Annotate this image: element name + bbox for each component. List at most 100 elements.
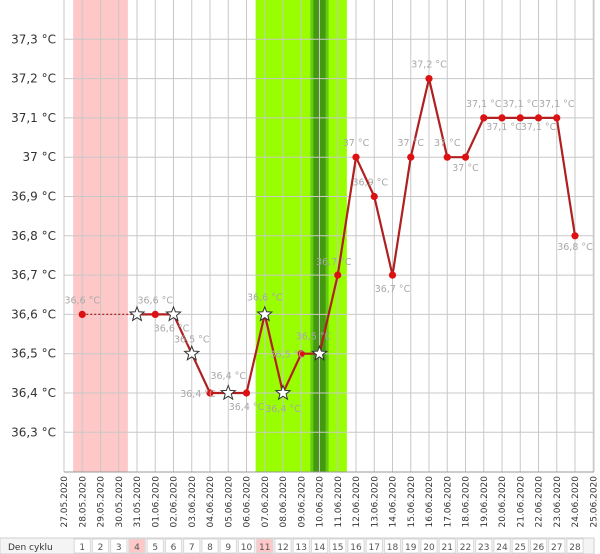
cycle-day-number: 4 [134,543,140,553]
temperature-star-marker [128,305,146,322]
cycle-day-number: 25 [515,543,526,553]
cycle-day-number: 3 [116,543,122,553]
temperature-data-label: 37 °C [343,138,370,149]
cycle-day-number: 9 [225,543,231,553]
temperature-data-label: 36,7 °C [375,284,411,295]
cycle-day-row: Den cyklu 1 2 3 4 5 6 7 8 9 10 11 12 13 14 15 16 17 18 19 20… [0,537,595,554]
temperature-data-label: 36,4 °C [229,402,265,413]
cycle-day-number: 17 [369,543,380,553]
cycle-day-cell [548,538,566,554]
temperature-data-label: 37 °C [452,163,479,174]
x-tick-label: 11.06.2020 [334,476,344,528]
x-tick-label: 21.06.2020 [516,476,526,528]
x-axis-date-labels: 27.05.2020 28.05.2020 29.05.2020 30.05.2020… [60,476,599,528]
x-tick-label: 01.06.2020 [151,476,161,528]
cycle-day-cell [529,538,548,554]
y-axis-labels: 36,3 °C 36,4 °C 36,5 °C 36,6 °C 36,7 °C 36,8 … [11,32,56,439]
temperature-dot [553,114,561,122]
temperature-data-label: 36,5 °C [174,335,210,346]
cycle-day-cell [128,538,146,554]
temperature-dot [443,153,451,161]
y-tick-label: 37,2 °C [11,72,56,86]
y-tick-label: 36,6 °C [11,307,56,321]
temperature-data-labels: 36,6 °C 36,6 °C36,6 °C36,5 °C36,4 °C36,4 … [64,60,593,415]
cycle-day-cell [183,538,201,554]
cycle-day-cell [91,538,110,554]
cycle-day-cell [383,538,402,554]
temperature-dot [352,153,360,161]
y-tick-label: 37,1 °C [11,111,56,125]
temperature-star-marker [219,384,237,401]
cycle-day-number: 7 [189,543,195,553]
x-tick-label: 28.05.2020 [78,476,88,528]
x-tick-label: 24.06.2020 [571,476,581,528]
temperature-data-label: 37,1 °C [466,99,502,110]
cycle-day-cell [511,538,529,554]
x-tick-label: 02.06.2020 [170,476,180,528]
cycle-day-cell [219,538,237,554]
temperature-data-label: 37,1 °C [521,122,557,133]
x-tick-label: 15.06.2020 [407,476,417,528]
temperature-data-label: 36,9 °C [352,178,388,189]
temperature-data-label: 36,6 °C [247,292,283,303]
x-tick-label: 20.06.2020 [498,476,508,528]
cycle-day-cell [566,538,584,554]
x-tick-label: 09.06.2020 [297,476,307,528]
temperature-star-marker [256,305,274,322]
x-tick-label: 30.05.2020 [115,476,125,528]
cycle-day-number: 20 [423,543,435,553]
x-tick-label: 27.05.2020 [60,476,70,528]
cycle-day-cell [475,538,493,554]
y-tick-label: 37 °C [23,150,56,164]
cycle-day-number: 14 [314,543,326,553]
y-tick-label: 36,5 °C [11,347,56,361]
temperature-dot [425,75,433,83]
cycle-day-cell [420,538,438,554]
temperature-dot [571,232,579,240]
temperature-data-label: 36,4 °C [265,404,301,415]
cycle-day-number: 28 [569,543,581,553]
temperature-dot [370,192,378,201]
x-tick-label: 04.06.2020 [206,476,216,528]
x-tick-label: 03.06.2020 [188,476,198,528]
temperature-data-label: 36,8 °C [557,242,593,253]
cycle-day-number: 19 [405,543,417,553]
cycle-day-cell [310,538,329,554]
temperature-data-label: 37,1 °C [486,122,522,133]
cycle-day-number: 18 [387,543,399,553]
y-tick-label: 36,9 °C [11,190,56,204]
temperature-dot [407,153,415,161]
x-tick-label: 06.06.2020 [243,476,253,528]
temperature-data-label: 36,4 °C [180,389,216,400]
x-tick-label: 18.06.2020 [462,476,472,528]
temperature-data-label: 36,6 °C [137,295,173,306]
cycle-day-number: 21 [442,543,453,553]
temperature-dot [334,271,342,279]
temperature-data-label: 37,2 °C [411,60,447,71]
cycle-day-number: 15 [332,543,343,553]
temperature-dot [151,310,159,318]
temperature-dot [242,389,251,397]
cycle-day-number: 11 [259,543,270,553]
cycle-day-cell [146,538,164,554]
cycle-day-number: 6 [171,543,177,553]
temperature-dot [206,389,214,397]
cycle-day-cell [493,538,511,554]
x-tick-label: 05.06.2020 [224,476,234,528]
cycle-day-cell [329,538,347,554]
cycle-day-cell [73,538,91,554]
cycle-day-cell [164,538,183,554]
x-tick-label: 10.06.2020 [316,476,326,528]
cycle-day-number: 23 [478,543,489,553]
temperature-points [78,75,579,401]
cycle-day-cell [274,538,292,554]
cycle-day-cell [201,538,219,554]
cycle-day-number: 5 [152,543,158,553]
temperature-data-label: 36,6 °C [154,323,190,334]
temperature-star-marker [274,384,292,401]
temperature-dot [78,310,86,318]
cycle-day-number: 24 [496,543,508,553]
cycle-day-cell [456,538,475,554]
